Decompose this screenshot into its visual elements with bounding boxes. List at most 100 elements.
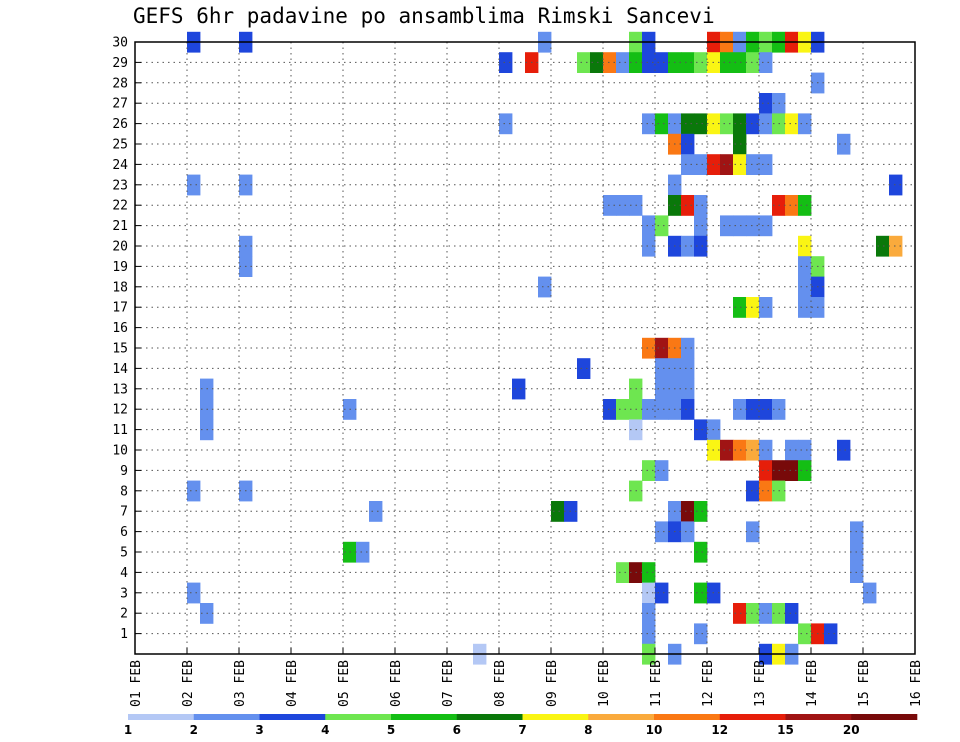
colorbar-swatch	[522, 714, 589, 720]
heatmap-cell	[759, 215, 773, 237]
colorbar-label: 10	[646, 723, 663, 737]
y-tick-label: 26	[112, 117, 128, 132]
x-tick-label: 07 FEB	[441, 660, 456, 707]
heatmap-cell	[733, 603, 747, 624]
heatmap-cell	[694, 113, 708, 135]
heatmap-cell	[759, 460, 773, 481]
heatmap-cell	[681, 133, 695, 155]
heatmap-cell	[642, 52, 656, 73]
heatmap-cell	[681, 358, 695, 379]
heatmap-cell	[655, 358, 669, 379]
y-tick-label: 4	[120, 566, 128, 581]
heatmap-cell	[876, 235, 890, 257]
x-tick-label: 01 FEB	[129, 660, 144, 707]
y-tick-label: 7	[120, 505, 128, 520]
x-tick-label: 14 FEB	[805, 660, 820, 707]
x-tick-label: 09 FEB	[545, 660, 560, 707]
heatmap-cell	[746, 439, 760, 461]
heatmap-cell	[733, 297, 747, 318]
heatmap-cell	[655, 399, 669, 420]
heatmap-cell	[798, 297, 812, 318]
heatmap-cell	[642, 113, 656, 135]
heatmap-cell	[681, 501, 695, 522]
y-tick-label: 3	[120, 586, 128, 601]
heatmap-cell	[577, 358, 591, 379]
y-tick-label: 9	[120, 464, 128, 479]
heatmap-cell	[187, 582, 201, 604]
y-tick-label: 16	[112, 321, 128, 336]
heatmap-cell	[759, 297, 773, 318]
heatmap-cell	[720, 113, 734, 135]
heatmap-cell	[694, 419, 708, 441]
heatmap-cell	[837, 133, 851, 155]
y-tick-label: 22	[112, 199, 128, 214]
x-tick-label: 08 FEB	[493, 660, 508, 707]
colorbar-swatch	[391, 714, 458, 720]
heatmap-cell	[889, 235, 903, 257]
colorbar-label: 20	[843, 723, 860, 737]
heatmap-cell	[746, 52, 760, 73]
heatmap-cell	[499, 52, 513, 73]
y-tick-label: 20	[112, 240, 128, 255]
heatmap-cell	[746, 154, 760, 175]
heatmap-cell	[759, 93, 773, 114]
heatmap-cell	[681, 52, 695, 73]
y-tick-label: 1	[120, 627, 128, 642]
heatmap-cell	[681, 399, 695, 420]
heatmap-cell	[642, 623, 656, 645]
heatmap-cell	[798, 276, 812, 298]
heatmap-cell	[733, 113, 747, 135]
heatmap-cell	[746, 113, 760, 135]
y-tick-label: 28	[112, 76, 128, 91]
heatmap-cell	[642, 562, 656, 583]
y-tick-label: 30	[112, 36, 128, 51]
y-tick-label: 12	[112, 403, 128, 418]
colorbar-label: 8	[584, 723, 592, 737]
heatmap-cell	[616, 562, 630, 583]
y-tick-label: 27	[112, 97, 128, 112]
heatmap-cell	[759, 52, 773, 73]
heatmap-cell	[785, 603, 799, 624]
heatmap-cell	[759, 399, 773, 420]
heatmap-cell	[720, 215, 734, 237]
y-tick-label: 11	[112, 423, 128, 438]
heatmap-cell	[681, 521, 695, 543]
heatmap-cell	[655, 113, 669, 135]
x-tick-label: 03 FEB	[233, 660, 248, 707]
heatmap-cell	[733, 399, 747, 420]
heatmap-cell	[798, 235, 812, 257]
heatmap-cell	[642, 337, 656, 359]
heatmap-cell	[824, 623, 838, 645]
heatmap-cell	[798, 439, 812, 461]
heatmap-cell	[538, 276, 552, 298]
colorbar-label: 12	[711, 723, 728, 737]
heatmap-cell	[759, 439, 773, 461]
heatmap-cell	[577, 52, 591, 73]
colorbar-swatch	[785, 714, 852, 720]
heatmap-cell	[720, 52, 734, 73]
heatmap-cell	[369, 501, 383, 522]
heatmap-cell	[642, 235, 656, 257]
heatmap-cell	[733, 154, 747, 175]
colorbar-label: 2	[190, 723, 198, 737]
heatmap-cell	[889, 174, 903, 196]
heatmap-cell	[733, 52, 747, 73]
heatmap-cell	[590, 52, 604, 73]
chart-title: GEFS 6hr padavine po ansamblima Rimski S…	[133, 4, 715, 28]
x-tick-label: 15 FEB	[857, 660, 872, 707]
heatmap-cell	[746, 480, 760, 502]
y-tick-label: 24	[112, 158, 128, 173]
heatmap-cell	[759, 480, 773, 502]
y-tick-label: 23	[112, 178, 128, 193]
heatmap-cell	[759, 154, 773, 175]
heatmap-cell	[356, 541, 370, 563]
x-tick-label: 06 FEB	[389, 660, 404, 707]
heatmap-cell	[655, 52, 669, 73]
heatmap-cell	[187, 174, 201, 196]
heatmap-cell	[642, 460, 656, 481]
colorbar-label: 3	[255, 723, 263, 737]
colorbar-label: 6	[453, 723, 461, 737]
heatmap-cell	[694, 235, 708, 257]
heatmap-cell	[746, 399, 760, 420]
y-tick-label: 15	[112, 342, 128, 357]
